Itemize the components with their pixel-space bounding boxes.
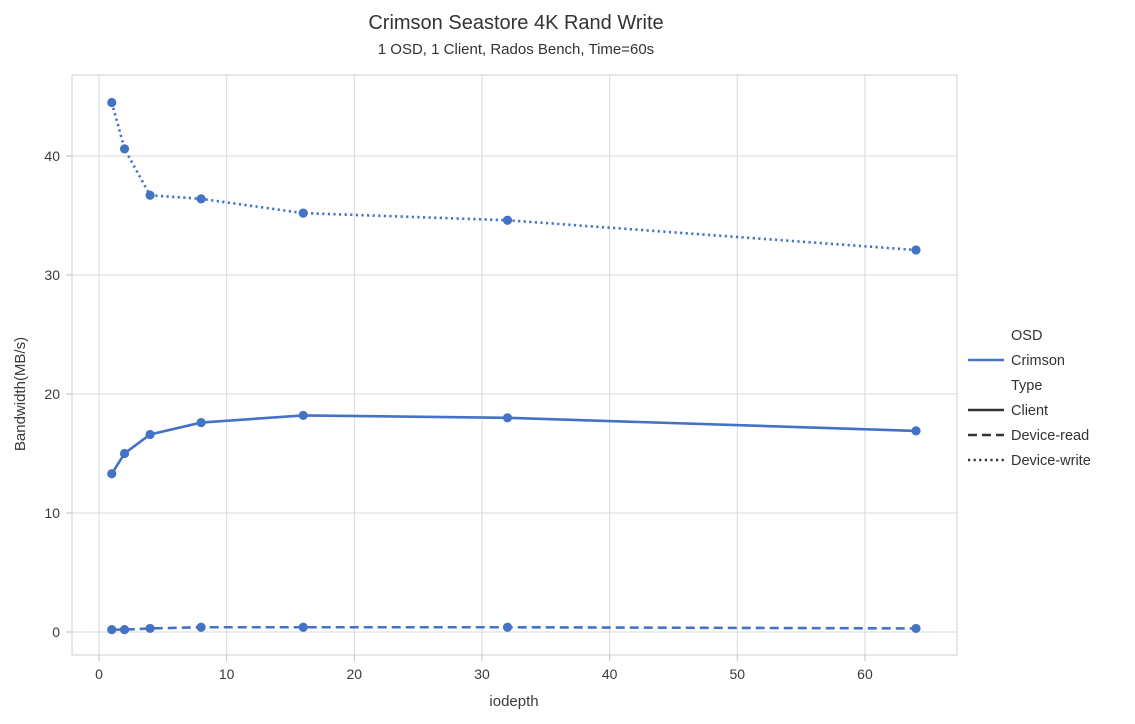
series-marker-device-write	[107, 97, 117, 108]
tick-label-layer: 0 10 20 30 40 50 60 0 10 20 30 40	[44, 148, 873, 682]
legend-label: Device-write	[1011, 453, 1091, 469]
series-marker-client	[911, 426, 921, 436]
series-marker-device-read	[145, 623, 155, 634]
series-marker-client	[502, 413, 513, 423]
y-axis-label: Bandwidth(MB/s)	[12, 337, 29, 451]
y-tick-label: 0	[52, 624, 60, 640]
axis-layer	[66, 74, 958, 661]
x-tick-label: 50	[730, 666, 746, 682]
series-marker-device-write	[196, 194, 206, 204]
x-tick-label: 10	[219, 666, 235, 682]
x-tick-label: 40	[602, 666, 618, 682]
series-marker-device-read	[502, 622, 513, 632]
legend-item-crimson: Crimson	[968, 353, 1065, 369]
series-marker-device-read	[298, 622, 308, 632]
legend: OSD Crimson Type Client Device-read Device-wr…	[968, 328, 1091, 469]
chart-subtitle: 1 OSD, 1 Client, Rados Bench, Time=60s	[378, 41, 654, 58]
series-marker-device-write	[502, 215, 513, 225]
x-axis-label: iodepth	[489, 693, 538, 710]
series-marker-device-write	[298, 208, 308, 218]
chart-title: Crimson Seastore 4K Rand Write	[368, 12, 663, 34]
legend-label: Client	[1011, 403, 1048, 419]
legend-label: Crimson	[1011, 353, 1065, 369]
x-tick-label: 20	[347, 666, 363, 682]
series-marker-client	[119, 448, 130, 459]
series-marker-device-read	[107, 625, 117, 635]
legend-item-client: Client	[968, 403, 1048, 419]
series-marker-client	[196, 417, 206, 428]
legend-header-osd: OSD	[1011, 328, 1042, 344]
x-tick-label: 0	[95, 666, 103, 682]
legend-item-device-read: Device-read	[968, 428, 1089, 444]
series-line-client	[110, 414, 917, 475]
x-tick-label: 30	[474, 666, 490, 682]
series-line-device-read	[111, 625, 917, 631]
legend-header-type: Type	[1011, 378, 1042, 394]
legend-label: Device-read	[1011, 428, 1089, 444]
series-marker-client	[298, 410, 308, 421]
series-line-device-write	[110, 102, 917, 252]
series-layer	[107, 97, 921, 635]
series-marker-device-read	[119, 625, 130, 635]
series-marker-device-write	[145, 190, 155, 200]
x-tick-label: 60	[857, 666, 873, 682]
y-tick-label: 10	[44, 505, 60, 521]
series-marker-device-write	[911, 245, 921, 255]
legend-item-device-write: Device-write	[968, 453, 1091, 469]
series-marker-client	[107, 469, 117, 479]
series-marker-device-read	[911, 623, 921, 634]
series-marker-device-read	[196, 622, 206, 632]
y-tick-label: 40	[44, 148, 60, 164]
series-marker-client	[145, 429, 155, 440]
legend-label: OSD	[1011, 328, 1042, 344]
y-tick-label: 30	[44, 267, 60, 283]
legend-label: Type	[1011, 378, 1042, 394]
plot-border	[71, 74, 958, 656]
grid-layer	[72, 75, 957, 655]
y-tick-label: 20	[44, 386, 60, 402]
series-marker-device-write	[119, 144, 130, 154]
